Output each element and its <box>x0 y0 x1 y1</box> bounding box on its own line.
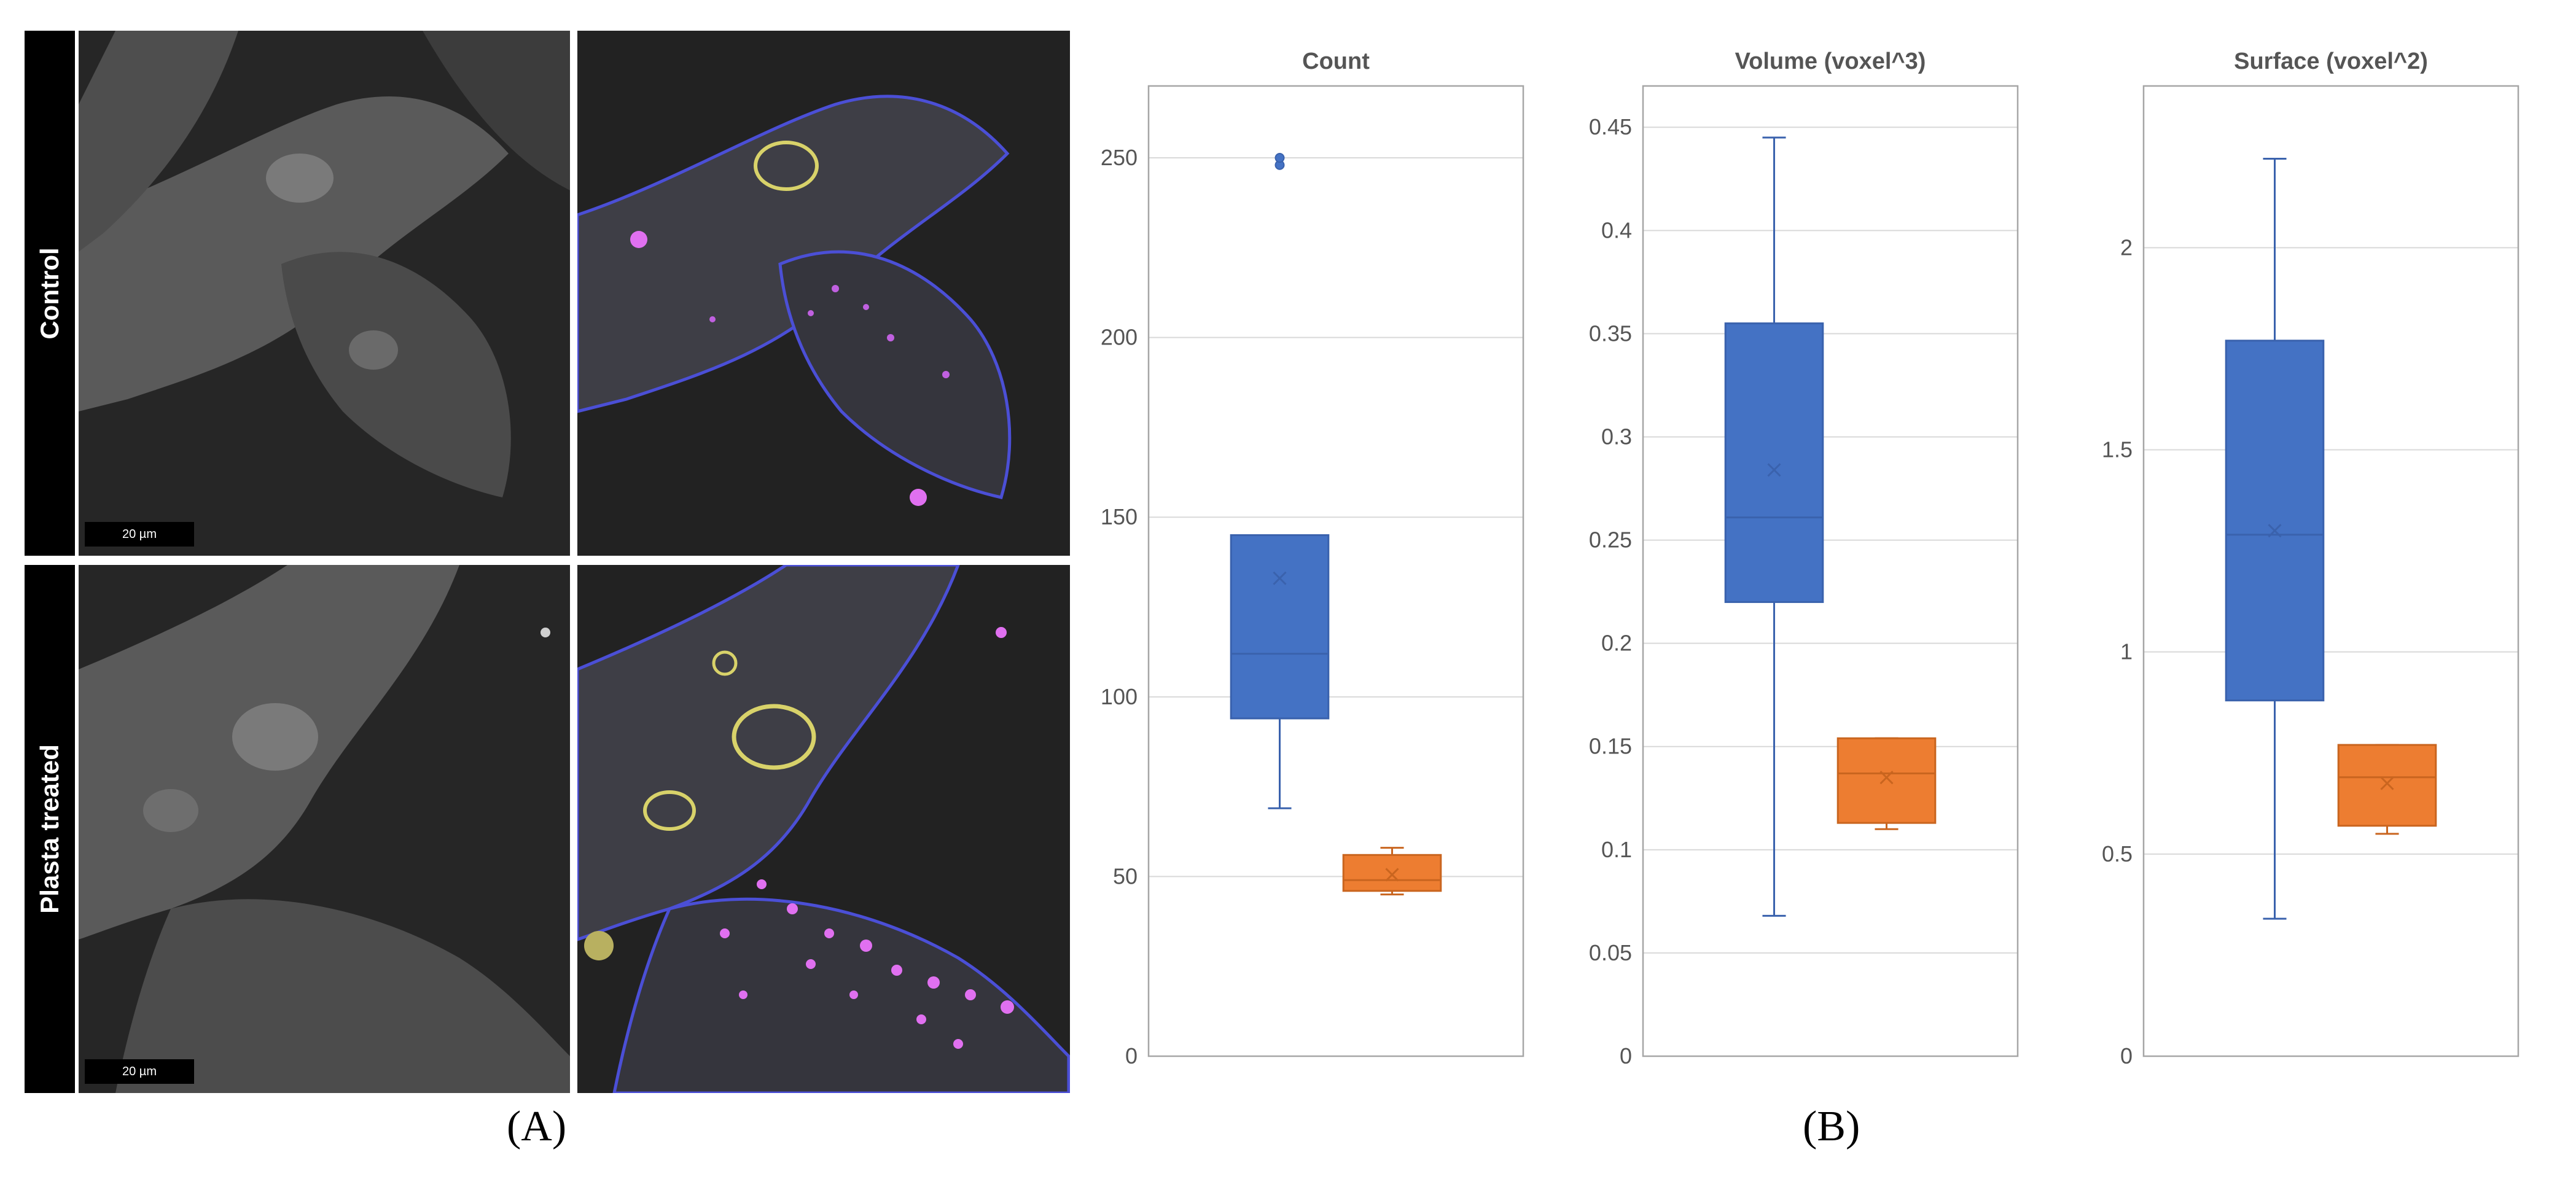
row-label-plasta-treated-text: Plasta treated <box>35 744 64 914</box>
chart-volume-svg: Volume (voxel^3) 0 0.05 0.1 0.15 0.2 0.25 0.3 0… <box>1589 49 2019 1068</box>
row-label-control-text: Control <box>35 247 64 340</box>
chart-count-svg: Count 0 50 100 150 200 250 <box>1101 49 1524 1068</box>
mean-marker-count-treated <box>1385 868 1399 882</box>
box-count-control <box>1230 534 1330 720</box>
y-tick-label-count-4: 200 <box>1101 325 1138 350</box>
y-tick-label-volume-8: 0.4 <box>1601 217 1632 243</box>
y-tick-label-count-0: 0 <box>1125 1043 1138 1068</box>
chart-count: Count 0 50 100 150 200 250 <box>1081 37 1560 1081</box>
mean-marker-count-control <box>1273 571 1287 585</box>
plot-frame-count <box>1147 85 1524 1057</box>
micrograph-treated-overlay <box>577 565 1070 1093</box>
box-volume-treated <box>1836 737 1937 824</box>
outlier-point-count-control-1 <box>1274 153 1285 163</box>
box-volume-control <box>1724 322 1824 603</box>
chart-surface-svg: Surface (voxel^2) 0 0.5 1 1.5 2 <box>2102 49 2519 1068</box>
y-tick-label-count-5: 250 <box>1101 145 1138 170</box>
y-tick-label-volume-6: 0.3 <box>1601 424 1632 449</box>
mean-marker-surface-treated <box>2380 776 2394 790</box>
y-tick-label-volume-0: 0 <box>1620 1043 1632 1068</box>
y-tick-label-volume-1: 0.05 <box>1589 940 1632 965</box>
y-tick-label-volume-3: 0.15 <box>1589 734 1632 759</box>
panel-a-caption: (A) <box>507 1103 567 1150</box>
plot-frame-volume <box>1642 85 2019 1057</box>
box-surface-treated <box>2337 744 2437 827</box>
micrograph-control-grayscale: 20 µm <box>79 31 570 556</box>
scale-bar-treated: 20 µm <box>85 1059 194 1084</box>
scale-bar-control: 20 µm <box>85 522 194 547</box>
y-tick-label-volume-7: 0.35 <box>1589 321 1632 346</box>
micrograph-control-overlay <box>577 31 1070 556</box>
y-tick-label-surface-0: 0 <box>2120 1043 2133 1068</box>
panel-a-micrographs: Control 20 µm Plasta treated <box>25 31 1070 1093</box>
mean-marker-surface-control <box>2268 524 2282 538</box>
y-tick-label-surface-2: 1 <box>2120 639 2133 664</box>
chart-volume: Volume (voxel^3) 0 0.05 0.1 0.15 0.2 0.25 0.3 0… <box>1575 37 2055 1081</box>
plot-frame-surface <box>2142 85 2519 1057</box>
panel-b-caption: (B) <box>1803 1103 1860 1150</box>
box-count-treated <box>1342 854 1442 892</box>
chart-volume-title: Volume (voxel^3) <box>1735 49 1926 74</box>
row-label-control: Control <box>25 31 75 556</box>
chart-count-title: Count <box>1302 49 1370 74</box>
y-tick-label-surface-1: 0.5 <box>2102 841 2133 866</box>
row-label-plasta-treated: Plasta treated <box>25 565 75 1093</box>
mean-marker-volume-treated <box>1879 771 1894 785</box>
y-tick-label-volume-5: 0.25 <box>1589 527 1632 553</box>
chart-surface-title: Surface (voxel^2) <box>2234 49 2428 74</box>
mean-marker-volume-control <box>1767 463 1781 477</box>
y-tick-label-count-3: 150 <box>1101 504 1138 529</box>
box-surface-control <box>2225 340 2325 702</box>
y-tick-label-count-2: 100 <box>1101 684 1138 709</box>
y-tick-label-volume-4: 0.2 <box>1601 631 1632 656</box>
y-tick-label-surface-4: 2 <box>2120 235 2133 260</box>
y-tick-label-surface-3: 1.5 <box>2102 437 2133 462</box>
micrograph-treated-grayscale: 20 µm <box>79 565 570 1093</box>
y-tick-label-volume-2: 0.1 <box>1601 837 1632 862</box>
chart-surface: Surface (voxel^2) 0 0.5 1 1.5 2 <box>2076 37 2555 1081</box>
y-tick-label-count-1: 50 <box>1113 863 1138 889</box>
y-tick-label-volume-9: 0.45 <box>1589 114 1632 139</box>
